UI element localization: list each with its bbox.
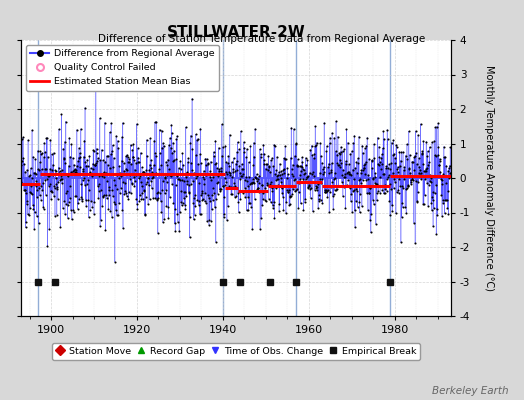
Text: Berkeley Earth: Berkeley Earth (432, 386, 508, 396)
Text: Difference of Station Temperature Data from Regional Average: Difference of Station Temperature Data f… (99, 34, 425, 44)
Legend: Station Move, Record Gap, Time of Obs. Change, Empirical Break: Station Move, Record Gap, Time of Obs. C… (52, 343, 420, 360)
Y-axis label: Monthly Temperature Anomaly Difference (°C): Monthly Temperature Anomaly Difference (… (484, 65, 494, 291)
Title: STILLWATER-2W: STILLWATER-2W (167, 25, 305, 40)
